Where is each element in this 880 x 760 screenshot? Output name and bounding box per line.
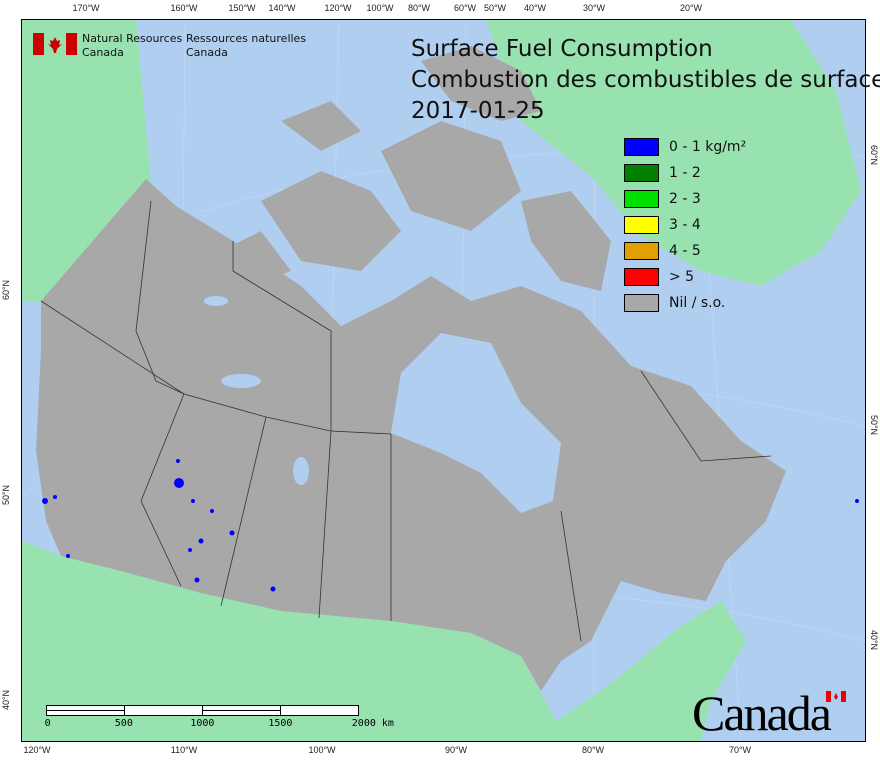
scale-label: 500 — [114, 718, 133, 729]
lon-label: 120°W — [23, 745, 51, 755]
legend-label: > 5 — [669, 269, 695, 285]
legend-swatch — [624, 216, 659, 234]
lon-label: 170°W — [72, 3, 100, 13]
agency-en-line1: Natural Resources — [82, 32, 183, 45]
lat-label: 50°N — [869, 414, 880, 436]
hudson-bay — [391, 333, 561, 513]
lat-label: 40°N — [1, 689, 12, 711]
lon-label: 110°W — [170, 745, 198, 755]
lon-label: 120°W — [324, 3, 352, 13]
lat-label: 50°N — [1, 484, 12, 506]
map-svg — [22, 20, 865, 741]
lon-label: 90°W — [444, 745, 468, 755]
legend-item: 1 - 2 — [624, 160, 746, 186]
legend-swatch — [624, 242, 659, 260]
lon-label: 160°W — [170, 3, 198, 13]
legend-swatch — [624, 294, 659, 312]
legend-swatch — [624, 164, 659, 182]
map-title-fr: Combustion des combustibles de surface — [411, 67, 880, 93]
provincial-borders — [40, 200, 772, 642]
legend-item: 0 - 1 kg/m² — [624, 134, 746, 160]
legend: 0 - 1 kg/m² 1 - 2 2 - 3 3 - 4 4 - 5 > 5 Nil / … — [624, 134, 746, 316]
legend-item: 2 - 3 — [624, 186, 746, 212]
lat-label: 60°N — [869, 144, 880, 166]
lon-label: 150°W — [228, 3, 256, 13]
map-canvas[interactable] — [21, 19, 866, 742]
legend-label: Nil / s.o. — [669, 295, 726, 311]
legend-item: Nil / s.o. — [624, 290, 746, 316]
lon-label: 100°W — [366, 3, 394, 13]
legend-item: 4 - 5 — [624, 238, 746, 264]
map-date: 2017-01-25 — [411, 98, 545, 124]
lon-label: 100°W — [308, 745, 336, 755]
lon-label: 140°W — [268, 3, 296, 13]
lon-label: 80°W — [581, 745, 605, 755]
fire-spots — [42, 459, 859, 592]
greenland-land — [486, 20, 861, 286]
legend-label: 4 - 5 — [669, 243, 701, 259]
agency-fr-line2: Canada — [186, 46, 228, 59]
lon-label: 70°W — [728, 745, 752, 755]
lat-label: 60°N — [1, 279, 12, 301]
legend-item: > 5 — [624, 264, 746, 290]
wordmark-flag-icon — [826, 691, 846, 702]
legend-label: 3 - 4 — [669, 217, 701, 233]
agency-fr-line1: Ressources naturelles — [186, 32, 307, 45]
lon-label: 20°W — [679, 3, 703, 13]
legend-swatch — [624, 190, 659, 208]
lon-label: 40°W — [523, 3, 547, 13]
legend-swatch — [624, 268, 659, 286]
scale-label: 0 — [44, 718, 51, 729]
wordmark-text: Canada — [692, 685, 832, 741]
lon-label: 80°W — [407, 3, 431, 13]
canada-flag-icon — [33, 33, 77, 55]
lat-label: 40°N — [869, 629, 880, 651]
scale-label: 1500 — [268, 718, 293, 729]
map-title-en: Surface Fuel Consumption — [411, 36, 713, 62]
lakes — [204, 296, 309, 485]
lon-label: 60°W — [453, 3, 477, 13]
agency-en-line2: Canada — [82, 46, 124, 59]
scale-label: 1000 — [190, 718, 215, 729]
arctic-islands — [221, 46, 611, 291]
lon-label: 30°W — [582, 3, 606, 13]
legend-label: 1 - 2 — [669, 165, 701, 181]
alaska-land — [22, 20, 151, 301]
legend-item: 3 - 4 — [624, 212, 746, 238]
legend-label: 0 - 1 kg/m² — [669, 139, 747, 155]
scale-bar-graphic — [46, 705, 359, 716]
usa-land — [22, 541, 746, 741]
legend-swatch — [624, 138, 659, 156]
legend-label: 2 - 3 — [669, 191, 701, 207]
lon-label: 50°W — [483, 3, 507, 13]
scale-label: 2000 km — [351, 718, 394, 729]
